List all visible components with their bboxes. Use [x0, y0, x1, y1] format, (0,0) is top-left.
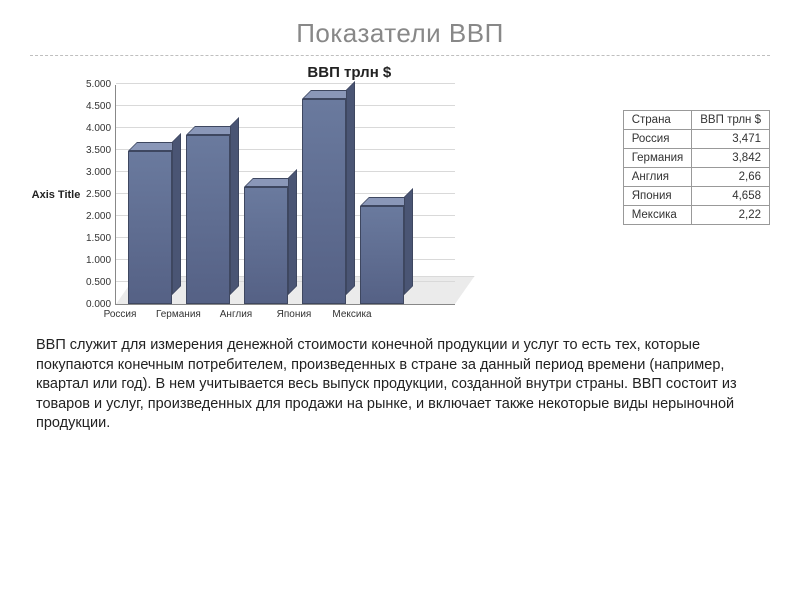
chart-title: ВВП трлн $	[100, 64, 599, 81]
page-title: Показатели ВВП	[0, 0, 800, 55]
bar-Россия	[128, 151, 172, 304]
table-cell: Россия	[623, 130, 692, 149]
y-axis-ticks: 5.0004.5004.0003.5003.0002.5002.0001.500…	[86, 85, 115, 305]
table-row: Германия3,842	[623, 149, 769, 168]
x-label: Германия	[156, 309, 200, 320]
table-cell: 3,471	[692, 130, 770, 149]
grid-line	[116, 83, 455, 84]
divider	[30, 55, 770, 56]
grid-line	[116, 127, 455, 128]
table-row: Япония4,658	[623, 187, 769, 206]
table-cell: 2,66	[692, 168, 770, 187]
grid-line	[116, 105, 455, 106]
table-row: Россия3,471	[623, 130, 769, 149]
gdp-table: СтранаВВП трлн $ Россия3,471Германия3,84…	[623, 110, 770, 225]
bar-Япония	[302, 99, 346, 304]
y-axis-title: Axis Title	[30, 189, 82, 201]
table-cell: Англия	[623, 168, 692, 187]
table-cell: 3,842	[692, 149, 770, 168]
table-header-cell: ВВП трлн $	[692, 111, 770, 130]
bar-Англия	[244, 187, 288, 304]
x-label: Россия	[98, 309, 142, 320]
table-cell: 2,22	[692, 206, 770, 225]
gdp-bar-chart: ВВП трлн $ Axis Title 5.0004.5004.0003.5…	[30, 64, 599, 320]
description-paragraph: ВВП служит для измерения денежной стоимо…	[0, 320, 800, 434]
table-row: Мексика2,22	[623, 206, 769, 225]
x-label: Япония	[272, 309, 316, 320]
x-label: Мексика	[330, 309, 374, 320]
table-cell: 4,658	[692, 187, 770, 206]
content-row: ВВП трлн $ Axis Title 5.0004.5004.0003.5…	[0, 64, 800, 320]
table-cell: Япония	[623, 187, 692, 206]
table-cell: Германия	[623, 149, 692, 168]
chart-plot-area	[115, 85, 455, 305]
bar-Мексика	[360, 206, 404, 304]
table-header-cell: Страна	[623, 111, 692, 130]
table-cell: Мексика	[623, 206, 692, 225]
bar-Германия	[186, 135, 230, 304]
table-row: Англия2,66	[623, 168, 769, 187]
x-axis-labels: Россия Германия Англия Япония Мексика	[86, 309, 426, 320]
x-label: Англия	[214, 309, 258, 320]
